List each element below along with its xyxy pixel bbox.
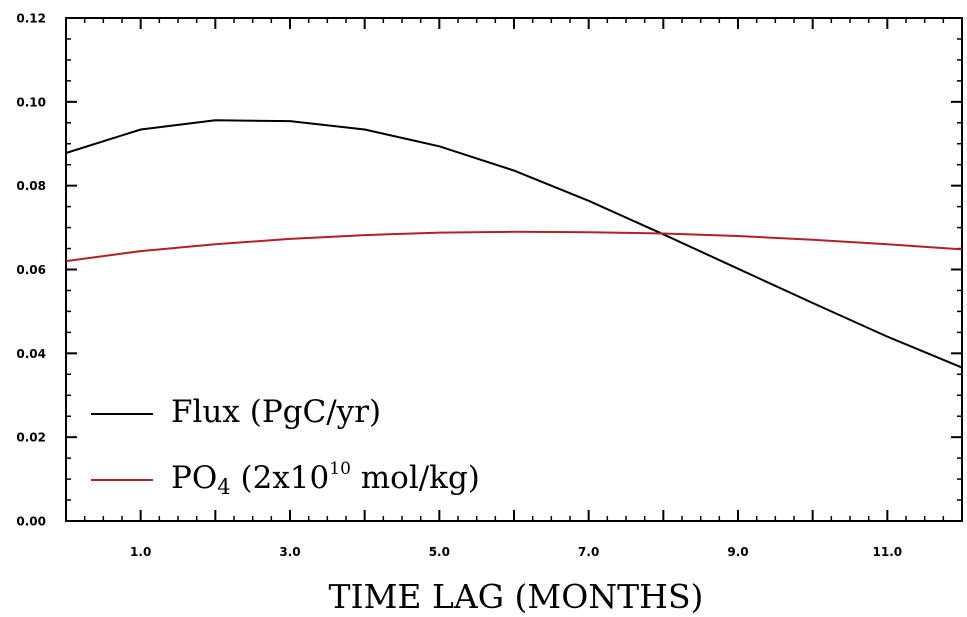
- y-tick-label: 0.08: [16, 179, 46, 193]
- plot-frame: [65, 17, 963, 522]
- x-axis-title: TIME LAG (MONTHS): [329, 577, 704, 616]
- y-tick-label: 0.12: [16, 12, 46, 26]
- x-tick-label: 3.0: [279, 545, 300, 559]
- y-tick-label: 0.06: [16, 263, 46, 277]
- series-lines: [65, 119, 963, 369]
- y-tick-label: 0.04: [16, 347, 46, 361]
- y-tick-label: 0.10: [16, 95, 46, 109]
- legend-label-flux: Flux (PgC/yr): [171, 394, 381, 430]
- series-line-po4: [65, 230, 963, 263]
- series-line-flux: [65, 119, 963, 369]
- x-tick-label: 1.0: [130, 545, 151, 559]
- legend: Flux (PgC/yr) PO4 (2x1010 mol/kg): [91, 394, 480, 499]
- x-tick-labels: 1.0 3.0 5.0 7.0 9.0 11.0: [130, 545, 902, 559]
- legend-po4-suffix: mol/kg): [351, 460, 480, 496]
- axis-ticks: [65, 17, 963, 522]
- x-tick-label: 7.0: [578, 545, 599, 559]
- x-tick-label: 5.0: [429, 545, 450, 559]
- legend-po4-superscript: 10: [329, 459, 351, 479]
- y-tick-label: 0.02: [16, 431, 46, 445]
- y-tick-labels: 0.00 0.02 0.04 0.06 0.08 0.10 0.12: [16, 12, 46, 529]
- y-tick-label: 0.00: [16, 515, 46, 529]
- x-tick-label: 9.0: [727, 545, 748, 559]
- x-tick-label: 11.0: [873, 545, 903, 559]
- legend-po4-subscript: 4: [217, 475, 230, 499]
- legend-po4-prefix: PO: [171, 460, 217, 496]
- legend-label-po4: PO4 (2x1010 mol/kg): [171, 459, 480, 499]
- legend-po4-mid: (2x10: [231, 460, 330, 496]
